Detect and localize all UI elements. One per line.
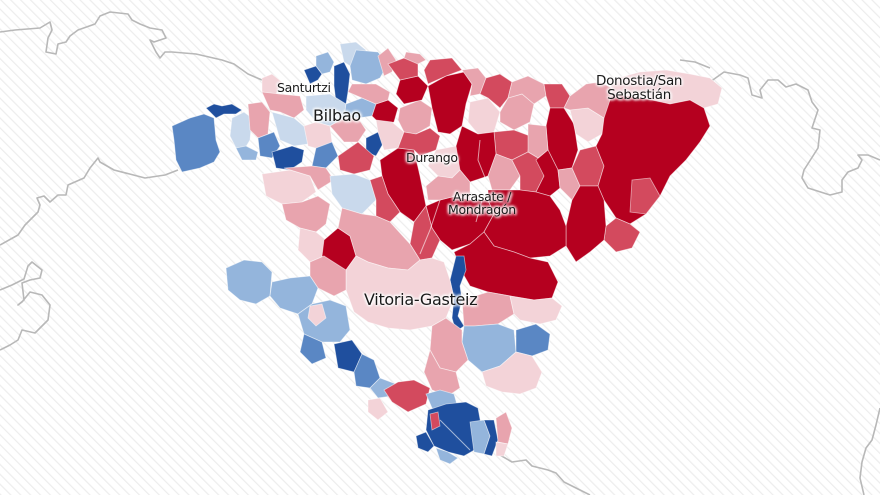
label-arrasate-line1: Arrasate / — [452, 189, 512, 204]
internal-lines — [419, 139, 487, 451]
label-donostia-line2: Sebastián — [607, 87, 672, 104]
label-bilbao: Bilbao — [313, 106, 361, 125]
label-arrasate-mondragon: Arrasate / Mondragón — [448, 190, 516, 216]
label-arrasate-line2: Mondragón — [448, 202, 516, 218]
label-donostia-san-sebastian: Donostia/San Sebastián — [596, 73, 683, 104]
label-donostia-line1: Donostia/San — [596, 73, 683, 89]
label-vitoria-gasteiz: Vitoria-Gasteiz — [364, 290, 478, 309]
municipalities — [171, 41, 723, 465]
label-santurtzi: Santurtzi — [277, 80, 331, 95]
surrounding-borders — [0, 11, 880, 495]
label-durango: Durango — [406, 150, 458, 165]
